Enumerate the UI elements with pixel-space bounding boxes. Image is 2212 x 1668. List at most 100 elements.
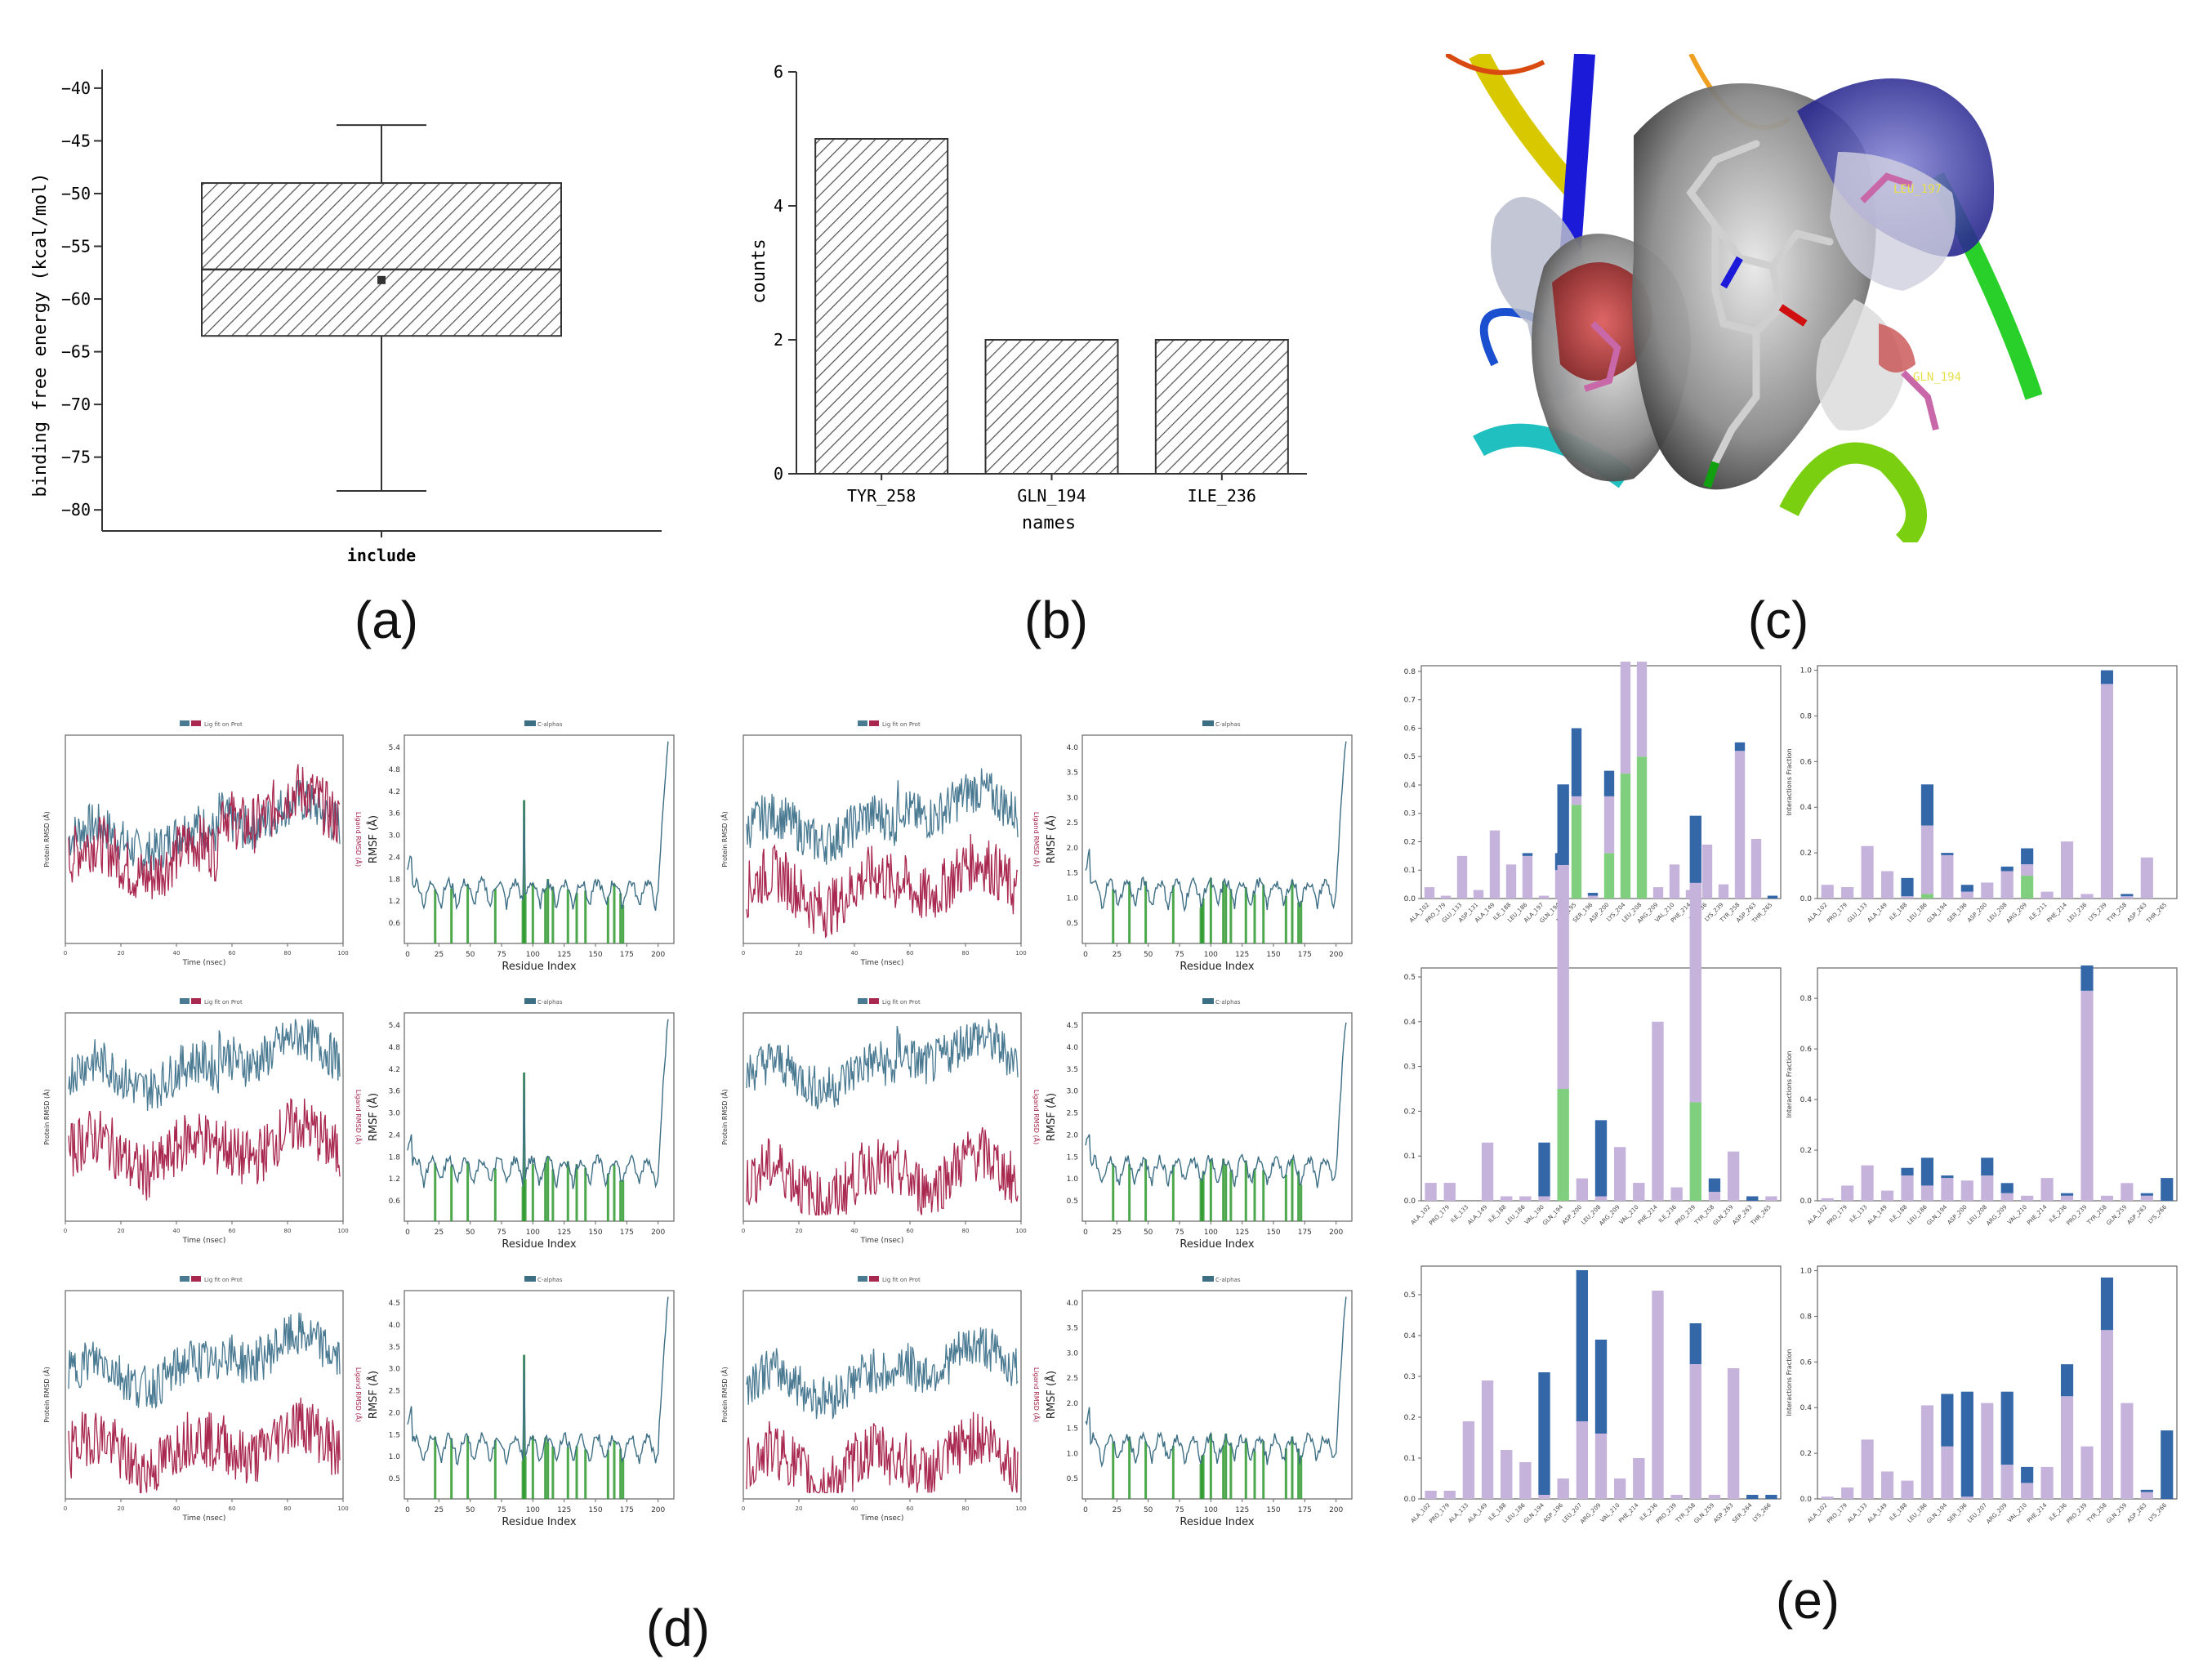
interaction-bar-segment [2100, 670, 2114, 685]
interaction-bar-segment [1670, 1495, 1683, 1499]
rmsf-ytick-label: 2.0 [1067, 845, 1079, 853]
interaction-ytick-label: 0.0 [1800, 895, 1813, 903]
interaction-bar-segment [1861, 1165, 1874, 1201]
interaction-bar-segment [1538, 1196, 1550, 1201]
rmsf-ytick-label: 4.0 [1067, 1044, 1079, 1052]
interaction-bar-segment [1689, 1323, 1701, 1364]
interaction-xtick-label: ASP_200 [1947, 1204, 1969, 1226]
rmsf-ytick-label: 5.4 [389, 744, 401, 752]
interaction-bar-segment [1557, 1478, 1569, 1499]
rmsf-xtick-label: 150 [1266, 1506, 1280, 1514]
rmsd-ylabel-right: Ligand RMSD (Å) [355, 1367, 363, 1422]
rmsf-legend-swatch [1202, 998, 1214, 1004]
rmsf-xtick-label: 200 [1329, 951, 1343, 959]
interaction-bar-segment [1727, 1151, 1740, 1201]
a-box [201, 182, 562, 337]
rmsf-ytick-label: 4.2 [389, 788, 400, 796]
interaction-ytick-label: 0.2 [1800, 850, 1812, 858]
interaction-bar-segment [2060, 841, 2074, 899]
interaction-ytick-label: 0.6 [1800, 1046, 1813, 1054]
interaction-bar-segment [1594, 1120, 1608, 1197]
rmsd-ylabel-right: Ligand RMSD (Å) [355, 812, 363, 867]
b-ylabel: counts [749, 239, 769, 303]
rmsf-xlabel: Residue Index [502, 1516, 577, 1528]
rmsf-xtick-label: 150 [1266, 1229, 1280, 1237]
rmsf-xtick-label: 200 [651, 1506, 665, 1514]
a-ytick-label: −65 [61, 342, 91, 362]
interaction-bar-segment [1594, 1434, 1608, 1499]
a-ytick-label: −45 [61, 131, 91, 150]
rmsd-legend-label: Lig fit on Prot [882, 721, 921, 728]
rmsd-xtick-label: 40 [851, 1228, 858, 1234]
interaction-xtick-label: GLN_259 [1692, 1502, 1715, 1525]
rmsf-ytick-label: 1.5 [1067, 1153, 1078, 1162]
interaction-bar-segment [1613, 1147, 1626, 1201]
rmsd-xtick-label: 40 [173, 1228, 181, 1234]
rmsf-ytick-label: 3.5 [1067, 1066, 1078, 1074]
interaction-ytick-label: 0.4 [1800, 1096, 1813, 1104]
interaction-xtick-label: ASP_263 [2126, 902, 2148, 924]
interaction-xtick-label: SER_196 [1946, 901, 1969, 924]
rmsd-xtick-label: 0 [64, 1505, 67, 1512]
interaction-bar-segment [1901, 896, 1914, 899]
rmsd-ylabel-right: Ligand RMSD (Å) [355, 1090, 363, 1144]
interaction-ytick-label: 1.0 [1800, 667, 1813, 676]
interaction-xtick-label: SER_196 [1946, 1501, 1969, 1524]
interaction-bar-segment [1613, 1478, 1626, 1499]
rmsf-ytick-label: 4.8 [389, 1044, 401, 1052]
interaction-xtick-label: LYS_266 [1751, 1501, 1773, 1523]
rmsf-xtick-label: 0 [405, 1506, 410, 1514]
protein-ligand-surface-image: LEU_197 GLN_194 [1446, 54, 2042, 542]
interaction-bar-segment [2121, 896, 2134, 899]
rmsd-xtick-label: 60 [907, 1505, 914, 1512]
interaction-bar-segment [1538, 1495, 1550, 1499]
interaction-bar-segment [1594, 1196, 1608, 1201]
rmsd-frame [65, 1012, 344, 1222]
interaction-ytick-label: 0.3 [1404, 1064, 1416, 1072]
rmsd-series-line [68, 1397, 341, 1494]
rmsf-ytick-label: 1.0 [1067, 894, 1079, 903]
interaction-ylabel: Interactions Fraction [1786, 1050, 1793, 1117]
interaction-bar-segment [1538, 895, 1550, 899]
interaction-xtick-label: ALA_102 [1806, 902, 1828, 924]
rmsd-xtick-label: 60 [229, 1505, 236, 1512]
interaction-bar-segment [1576, 1421, 1589, 1499]
rmsf-legend-swatch [1202, 720, 1214, 726]
rmsd-frame [743, 1012, 1022, 1222]
rmsf-xtick-label: 150 [1266, 951, 1280, 959]
rmsf-xtick-label: 200 [1329, 1506, 1343, 1514]
interaction-frame [1420, 665, 1782, 899]
interaction-bar-segment [1960, 1496, 1973, 1499]
rmsd-ylabel-left: Protein RMSD (Å) [720, 1367, 729, 1423]
interaction-ytick-label: 0.6 [1800, 1358, 1813, 1367]
interaction-bar-segment [1633, 1458, 1645, 1499]
interaction-ytick-label: 0.3 [1404, 1373, 1416, 1381]
interaction-bar-segment [1941, 1394, 1954, 1447]
interaction-xtick-label: ARG_209 [1985, 1204, 2008, 1227]
interaction-xtick-label: LEU_236 [2066, 901, 2088, 923]
interaction-bar-segment [1880, 1471, 1894, 1499]
b-bar [814, 138, 949, 475]
interaction-bar-segment [1981, 1157, 1994, 1176]
interaction-bar-segment [2100, 1195, 2114, 1201]
rmsf-frame [1081, 1012, 1353, 1222]
interaction-xtick-label: GLU_133 [1846, 902, 1869, 925]
b-ytick-label: 2 [774, 330, 783, 350]
interaction-ytick-label: 0.0 [1800, 1496, 1813, 1504]
interaction-ytick-label: 0.0 [1404, 895, 1416, 903]
rmsf-line [1085, 1296, 1347, 1468]
rmsf-ytick-label: 1.8 [389, 876, 401, 884]
rmsf-line [407, 1019, 669, 1189]
interaction-bar-segment [2000, 1391, 2014, 1465]
interaction-bar-segment [1505, 864, 1517, 899]
interaction-ytick-label: 0.5 [1404, 974, 1416, 982]
interaction-xtick-label: LYS_266 [2147, 1203, 2168, 1224]
rmsf-xtick-label: 175 [1298, 1506, 1312, 1514]
leu-197-label: LEU_197 [1893, 183, 1942, 196]
interaction-bar-segment [1652, 1021, 1664, 1201]
interaction-xtick-label: ALA_133 [1447, 1502, 1469, 1524]
interaction-bar-segment [1519, 1196, 1532, 1201]
interaction-bar-segment [1941, 853, 1954, 855]
interaction-xtick-label: ARG_209 [1598, 1204, 1621, 1227]
rmsd-legend-label: Lig fit on Prot [204, 1277, 243, 1283]
